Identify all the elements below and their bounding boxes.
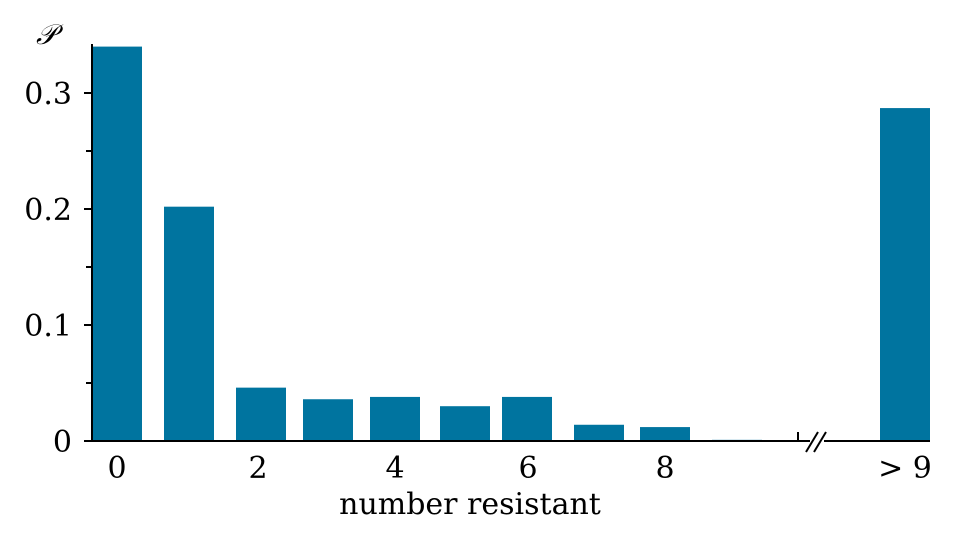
bar-6 xyxy=(502,396,552,441)
bar-3 xyxy=(303,399,353,441)
axis-break-mark-2 xyxy=(813,431,827,453)
bar-5 xyxy=(440,406,490,441)
bar-1 xyxy=(164,206,214,441)
x-axis-label: number resistant xyxy=(339,487,601,522)
bar-4 xyxy=(370,396,420,441)
bar-0 xyxy=(92,46,142,441)
y-tick-label: 0.2 xyxy=(24,193,72,228)
x-tick-label: > 9 xyxy=(878,451,932,486)
bar-7 xyxy=(574,424,624,441)
bar-8 xyxy=(640,427,690,441)
x-ticks-group: 0 2 4 6 8 > 9 xyxy=(107,451,931,486)
x-tick-label: 2 xyxy=(248,451,267,486)
y-axis-label: 𝒫 xyxy=(36,18,64,51)
y-tick-label: 0 xyxy=(53,425,72,460)
x-tick-label: 0 xyxy=(107,451,126,486)
axes-group xyxy=(91,44,930,453)
y-ticks-group: 0 0.1 0.2 0.3 xyxy=(24,77,92,460)
y-tick-label: 0.1 xyxy=(24,309,72,344)
y-tick-label: 0.3 xyxy=(24,77,72,112)
bar-gt9 xyxy=(880,108,930,441)
axis-break-mark-1 xyxy=(805,431,819,453)
bars-group xyxy=(92,46,930,441)
bar-2 xyxy=(236,387,286,441)
x-tick-label: 8 xyxy=(655,451,674,486)
x-tick-label: 4 xyxy=(385,451,404,486)
x-tick-label: 6 xyxy=(518,451,537,486)
